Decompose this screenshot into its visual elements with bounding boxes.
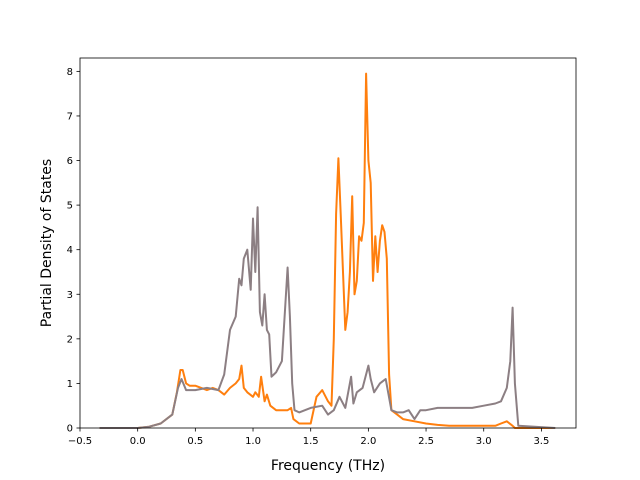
x-tick-label: 0.5 [187, 436, 203, 447]
plot-background [80, 58, 576, 428]
y-tick-label: 4 [67, 245, 73, 256]
x-tick-label: 0.0 [130, 436, 146, 447]
x-tick-label: 1.5 [303, 436, 319, 447]
series-layer [99, 72, 556, 429]
y-tick-label: 0 [67, 424, 73, 435]
series-line-2 [99, 206, 556, 429]
x-tick-label: 1.0 [245, 436, 261, 447]
x-tick-label: 3.0 [476, 436, 492, 447]
y-axis-label: Partial Density of States [39, 159, 55, 327]
y-tick-label: 8 [67, 67, 73, 78]
x-tick-label: 2.5 [418, 436, 434, 447]
x-axis-ticks: −0.5 0.0 0.5 1.0 1.5 2.0 2.5 3.0 3.5 [68, 428, 549, 447]
series-line-1 [99, 72, 556, 429]
plot-frame [79, 57, 577, 429]
x-axis-label: Frequency (THz) [271, 458, 385, 474]
y-tick-label: 1 [67, 379, 73, 390]
x-tick-label: 3.5 [533, 436, 549, 447]
y-axis-ticks: 0 1 2 3 4 5 6 7 8 [67, 67, 80, 435]
y-tick-label: 3 [67, 290, 73, 301]
y-tick-label: 5 [67, 201, 73, 212]
x-tick-label: −0.5 [68, 436, 92, 447]
y-tick-label: 7 [67, 111, 73, 122]
y-tick-label: 6 [67, 156, 73, 167]
x-tick-label: 2.0 [360, 436, 376, 447]
y-tick-label: 2 [67, 334, 73, 345]
